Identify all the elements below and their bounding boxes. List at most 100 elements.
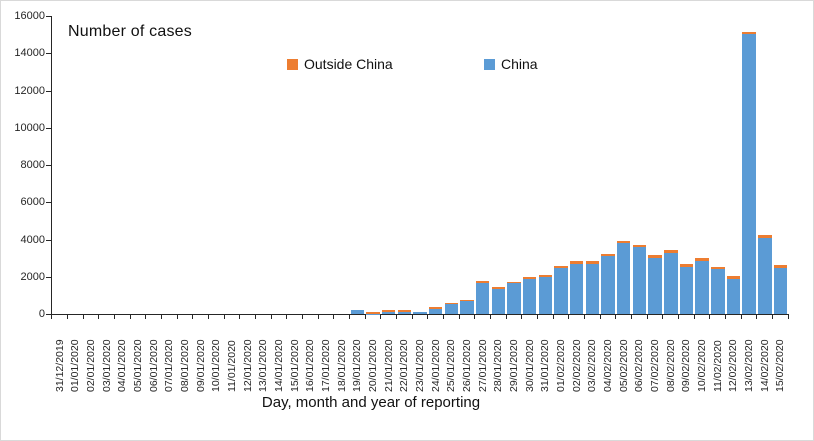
x-axis-tick xyxy=(474,315,476,319)
bar-15/02/2020 xyxy=(773,265,788,314)
bar-22/01/2020 xyxy=(397,310,412,314)
bar-10/02/2020 xyxy=(695,258,709,314)
x-axis-label: 26/01/2020 xyxy=(461,339,474,392)
x-axis-label: 14/02/2020 xyxy=(758,339,771,392)
x-axis-tick xyxy=(176,315,178,319)
bar-21/01/2020 xyxy=(381,309,396,314)
bar-12/02/2020 xyxy=(726,276,741,314)
bar-segment-china xyxy=(648,257,662,314)
bar-segment-china xyxy=(616,243,631,314)
y-axis-tick xyxy=(46,127,52,129)
bar-04/02/2020 xyxy=(601,253,615,314)
x-axis-tick xyxy=(239,315,241,319)
x-axis-label: 11/02/2020 xyxy=(711,340,724,392)
bar-31/01/2020 xyxy=(538,274,553,314)
x-axis-label: 27/01/2020 xyxy=(476,339,489,392)
x-axis-tick xyxy=(207,315,209,319)
x-axis-label: 24/01/2020 xyxy=(429,339,442,392)
x-axis-tick xyxy=(646,315,648,319)
bar-segment-china xyxy=(569,263,584,314)
y-axis-label: 4000 xyxy=(20,233,45,246)
x-axis-tick xyxy=(411,315,413,319)
x-axis-label: 10/01/2020 xyxy=(210,339,223,392)
bar-13/02/2020 xyxy=(742,31,756,314)
bar-segment-china xyxy=(711,269,725,314)
bar-segment-outside-china xyxy=(773,265,788,268)
bar-02/02/2020 xyxy=(569,261,584,314)
x-axis-label: 19/01/2020 xyxy=(351,339,364,392)
y-axis-tick xyxy=(46,202,52,204)
bar-28/01/2020 xyxy=(491,286,506,314)
bar-segment-china xyxy=(554,267,568,314)
bar-segment-china xyxy=(522,279,537,314)
chart-title: Number of cases xyxy=(68,23,192,40)
bar-segment-china xyxy=(350,310,365,314)
bar-05/02/2020 xyxy=(616,240,631,314)
bar-segment-outside-china xyxy=(648,255,662,258)
x-axis-label: 30/01/2020 xyxy=(523,339,536,392)
legend-swatch-china-icon xyxy=(484,58,495,70)
y-axis-label: 14000 xyxy=(14,47,45,60)
legend-item-china: China xyxy=(484,56,538,72)
x-axis-tick xyxy=(427,315,429,319)
bar-segment-china xyxy=(632,247,647,314)
x-axis-label: 31/01/2020 xyxy=(539,339,552,392)
x-axis-line xyxy=(51,314,789,315)
x-axis-label: 04/01/2020 xyxy=(116,339,129,392)
x-axis-tick xyxy=(537,315,539,319)
x-axis-tick xyxy=(678,315,680,319)
bar-08/02/2020 xyxy=(664,249,678,314)
x-axis-label: 01/02/2020 xyxy=(555,339,568,392)
x-axis-tick xyxy=(568,315,570,319)
bar-segment-china xyxy=(444,304,459,314)
bar-segment-outside-china xyxy=(695,258,709,261)
x-axis-tick xyxy=(192,315,194,319)
bar-segment-china xyxy=(601,256,615,314)
bar-segment-china xyxy=(397,311,412,314)
bar-segment-outside-china xyxy=(381,309,396,312)
legend-swatch-outside-china-icon xyxy=(287,58,298,70)
bar-segment-outside-china xyxy=(742,31,756,35)
bar-segment-china xyxy=(475,283,490,314)
x-axis-tick xyxy=(286,315,288,319)
bar-segment-outside-china xyxy=(538,274,553,278)
y-axis-label: 0 xyxy=(38,308,45,320)
bar-segment-china xyxy=(773,267,788,314)
y-axis-tick xyxy=(46,276,52,278)
y-axis-tick xyxy=(46,53,52,55)
x-axis-tick xyxy=(725,315,727,319)
bar-segment-outside-china xyxy=(679,264,694,267)
bar-segment-outside-china xyxy=(616,240,631,244)
bar-segment-outside-china xyxy=(522,277,537,280)
bar-segment-outside-china xyxy=(632,244,647,248)
x-axis-tick xyxy=(380,315,382,319)
bar-segment-outside-china xyxy=(554,265,568,268)
x-axis-tick xyxy=(348,315,350,319)
x-axis-tick xyxy=(129,315,131,319)
x-axis-tick xyxy=(662,315,664,319)
y-axis-tick xyxy=(46,165,52,166)
x-axis-label: 06/01/2020 xyxy=(147,339,160,392)
legend-item-outside-china: Outside China xyxy=(287,56,393,72)
bar-20/01/2020 xyxy=(366,311,380,314)
bar-segment-china xyxy=(585,263,600,314)
x-axis-label: 03/01/2020 xyxy=(100,339,113,392)
x-axis-label: 23/01/2020 xyxy=(414,339,426,392)
x-axis-tick xyxy=(270,315,272,319)
bar-14/02/2020 xyxy=(758,235,772,314)
x-axis-label: 13/01/2020 xyxy=(257,339,270,392)
x-axis-label: 04/02/2020 xyxy=(602,339,615,392)
x-axis-label: 08/02/2020 xyxy=(664,339,677,392)
y-axis-label: 2000 xyxy=(20,270,45,283)
x-axis-label: 31/12/2019 xyxy=(53,339,66,392)
bar-01/02/2020 xyxy=(554,265,568,314)
x-axis-tick xyxy=(223,315,225,319)
y-axis-tick xyxy=(46,239,52,241)
x-axis-tick xyxy=(458,315,460,319)
x-axis-tick xyxy=(364,315,366,319)
x-axis-tick xyxy=(51,315,53,319)
bar-segment-outside-china xyxy=(601,253,615,257)
x-axis-tick xyxy=(254,315,256,319)
x-axis-tick xyxy=(333,315,335,319)
x-axis-label: 22/01/2020 xyxy=(398,339,411,392)
